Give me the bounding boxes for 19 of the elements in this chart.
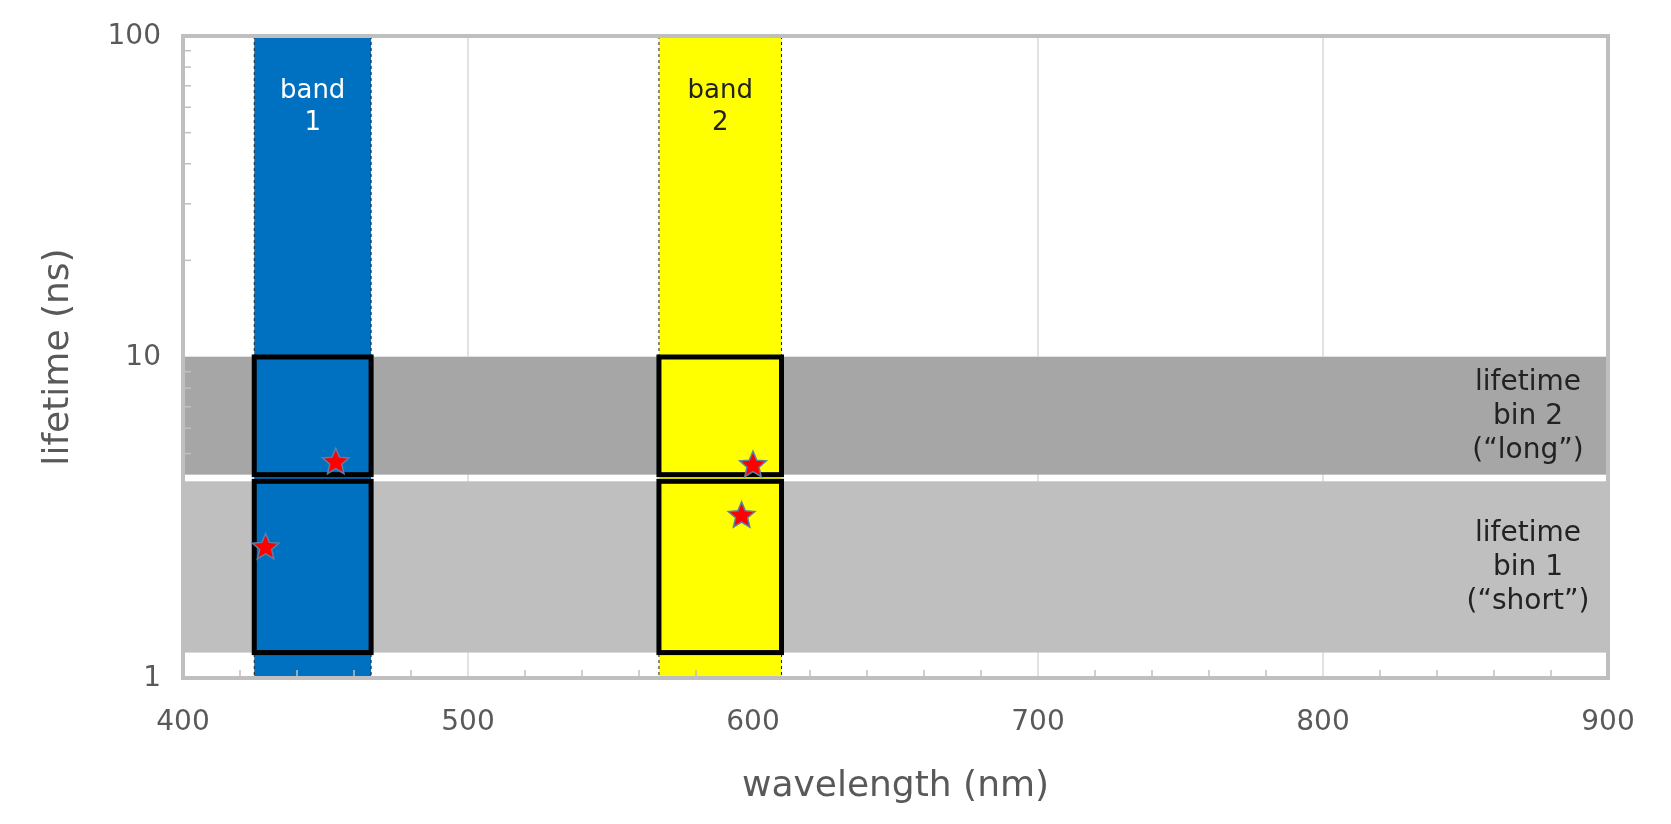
- y-tick-label: 100: [107, 18, 161, 51]
- band-label: lifetime bin 1 (“short”): [1466, 514, 1590, 616]
- band-label: lifetime bin 2 (“long”): [1472, 363, 1584, 465]
- x-tick-label: 700: [1011, 704, 1065, 737]
- band-label: band 2: [687, 74, 753, 136]
- point: [738, 450, 768, 478]
- x-tick-label: 400: [156, 704, 210, 737]
- point: [251, 532, 280, 560]
- y-tick-label: 10: [125, 339, 161, 372]
- point: [321, 447, 350, 475]
- x-tick-label: 500: [441, 704, 495, 737]
- x-axis-title: wavelength (nm): [741, 763, 1050, 804]
- x-tick-label: 800: [1296, 704, 1350, 737]
- x-tick-label: 600: [726, 704, 780, 737]
- point: [727, 501, 756, 528]
- y-axis-title: lifetime (ns): [35, 248, 76, 466]
- band-label: band 1: [279, 74, 346, 136]
- x-tick-label: 900: [1581, 704, 1635, 737]
- y-tick-label: 1: [143, 660, 161, 693]
